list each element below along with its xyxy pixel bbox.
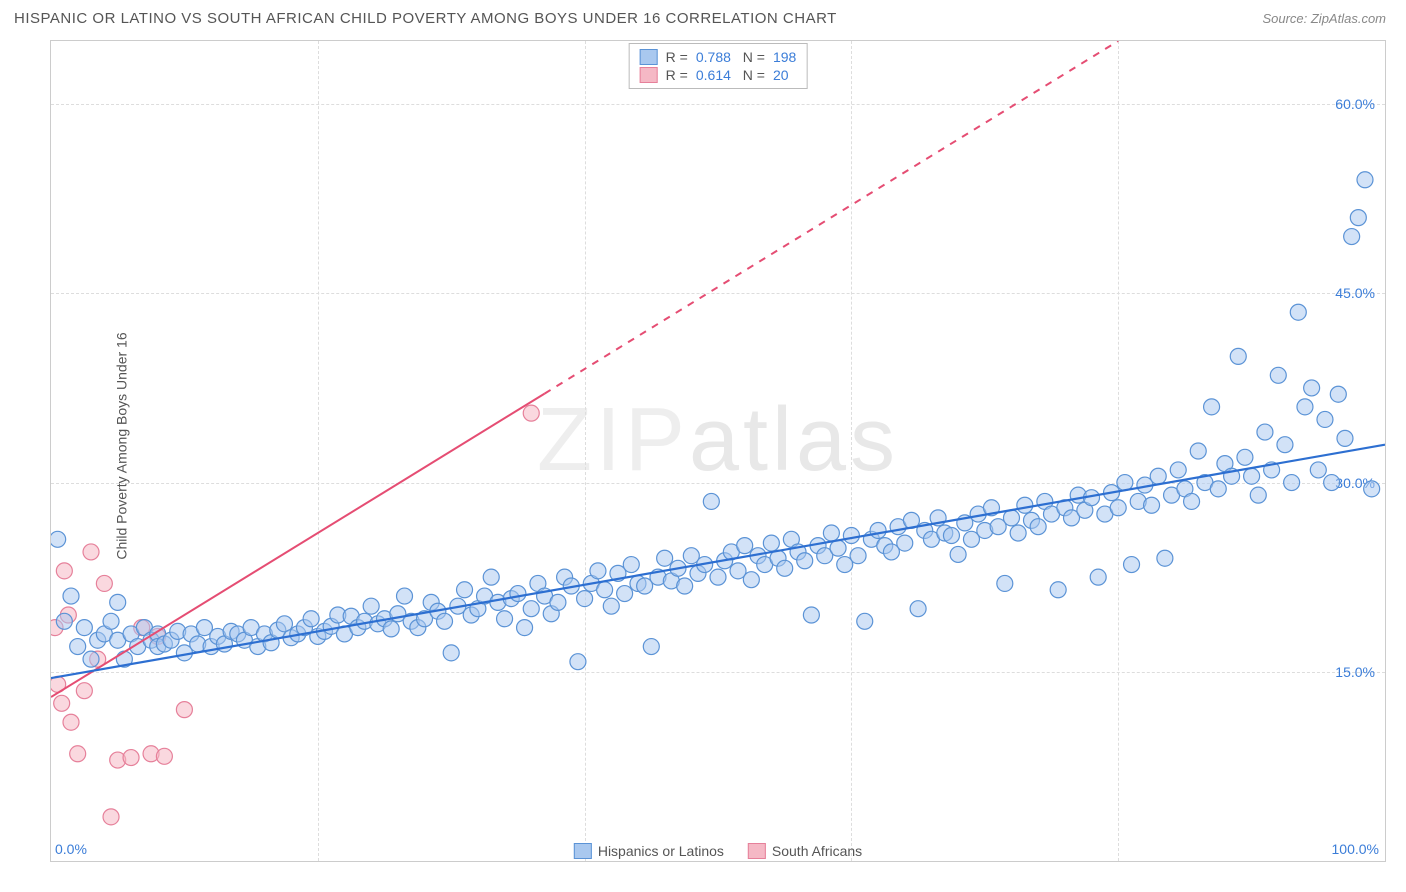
source-attribution: Source: ZipAtlas.com	[1262, 11, 1386, 26]
chart-title: HISPANIC OR LATINO VS SOUTH AFRICAN CHIL…	[14, 10, 837, 27]
scatter-plot	[51, 41, 1385, 861]
chart-area: ZIPatlas 15.0%30.0%45.0%60.0% 0.0% 100.0…	[50, 40, 1386, 862]
